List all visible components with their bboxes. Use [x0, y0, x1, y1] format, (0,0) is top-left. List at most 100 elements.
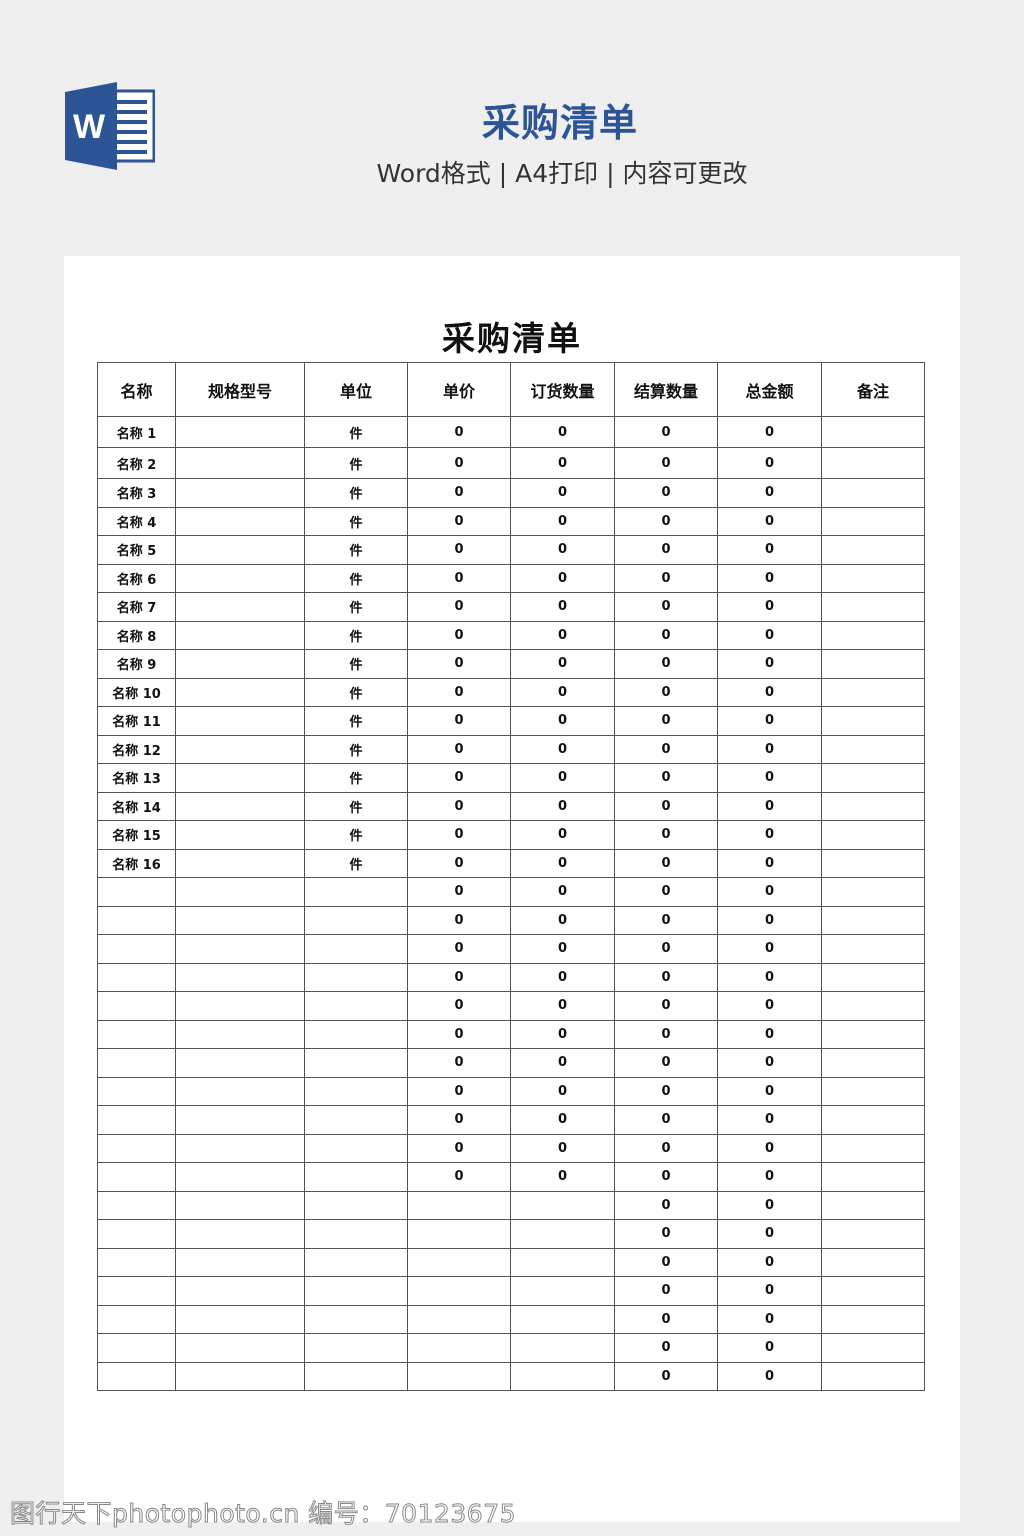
cell-name: 名称 13	[97, 763, 176, 793]
cell-remarks	[821, 620, 925, 650]
cell-name	[97, 1304, 176, 1334]
cell-remarks	[821, 447, 925, 479]
cell-remarks	[821, 934, 925, 964]
cell-spec	[175, 1333, 305, 1363]
cell-total-amount: 0	[717, 1219, 822, 1249]
cell-unit-price: 0	[407, 877, 511, 907]
cell-order-qty: 0	[510, 506, 615, 536]
cell-total-amount: 0	[717, 1076, 822, 1106]
cell-name: 名称 2	[97, 447, 176, 479]
cell-name	[97, 1048, 176, 1078]
table-row: 名称 13 件 0 0 0 0	[97, 763, 925, 793]
cell-total-amount: 0	[717, 506, 822, 536]
cell-remarks	[821, 1133, 925, 1163]
cell-unit-price: 0	[407, 1048, 511, 1078]
cell-remarks	[821, 563, 925, 593]
cell-remarks	[821, 820, 925, 850]
banner-title: 采购清单	[481, 101, 638, 145]
cell-unit-price: 0	[407, 1076, 511, 1106]
cell-remarks	[821, 1190, 925, 1220]
cell-spec	[175, 447, 305, 479]
cell-name: 名称 1	[97, 416, 176, 448]
cell-order-qty: 0	[510, 934, 615, 964]
cell-settle-qty: 0	[614, 1276, 718, 1306]
cell-unit	[304, 1133, 408, 1163]
cell-remarks	[821, 991, 925, 1021]
cell-unit	[304, 1076, 408, 1106]
cell-unit-price: 0	[407, 592, 511, 622]
cell-total-amount: 0	[717, 1190, 822, 1220]
cell-order-qty: 0	[510, 820, 615, 850]
cell-name	[97, 991, 176, 1021]
cell-unit	[304, 1304, 408, 1334]
cell-name	[97, 1190, 176, 1220]
svg-text:W: W	[73, 108, 106, 146]
cell-unit: 件	[304, 706, 408, 736]
cell-unit-price: 0	[407, 1019, 511, 1049]
cell-total-amount: 0	[717, 1048, 822, 1078]
table-row: 名称 10 件 0 0 0 0	[97, 677, 925, 707]
cell-order-qty	[510, 1361, 615, 1391]
cell-settle-qty: 0	[614, 649, 718, 679]
cell-total-amount: 0	[717, 1133, 822, 1163]
cell-name	[97, 1162, 176, 1192]
cell-name: 名称 7	[97, 592, 176, 622]
cell-spec	[175, 1162, 305, 1192]
column-header-total-amount: 总金额	[717, 362, 822, 417]
cell-name: 名称 10	[97, 677, 176, 707]
cell-total-amount: 0	[717, 1247, 822, 1277]
cell-order-qty: 0	[510, 563, 615, 593]
cell-order-qty: 0	[510, 763, 615, 793]
cell-unit	[304, 1190, 408, 1220]
cell-unit-price: 0	[407, 991, 511, 1021]
cell-unit-price: 0	[407, 649, 511, 679]
cell-settle-qty: 0	[614, 991, 718, 1021]
cell-remarks	[821, 1247, 925, 1277]
cell-unit-price: 0	[407, 934, 511, 964]
cell-total-amount: 0	[717, 677, 822, 707]
cell-name: 名称 6	[97, 563, 176, 593]
cell-name: 名称 8	[97, 620, 176, 650]
cell-unit-price: 0	[407, 535, 511, 565]
cell-total-amount: 0	[717, 649, 822, 679]
cell-unit-price: 0	[407, 1162, 511, 1192]
cell-spec	[175, 1048, 305, 1078]
cell-unit-price	[407, 1247, 511, 1277]
cell-spec	[175, 1361, 305, 1391]
column-header-order-qty: 订货数量	[510, 362, 615, 417]
cell-unit-price: 0	[407, 1105, 511, 1135]
cell-name: 名称 16	[97, 848, 176, 878]
cell-unit	[304, 877, 408, 907]
cell-remarks	[821, 1019, 925, 1049]
cell-settle-qty: 0	[614, 416, 718, 448]
cell-total-amount: 0	[717, 535, 822, 565]
cell-unit: 件	[304, 649, 408, 679]
cell-spec	[175, 1105, 305, 1135]
cell-settle-qty: 0	[614, 506, 718, 536]
cell-settle-qty: 0	[614, 592, 718, 622]
cell-remarks	[821, 592, 925, 622]
cell-unit-price: 0	[407, 763, 511, 793]
cell-unit: 件	[304, 563, 408, 593]
cell-order-qty: 0	[510, 848, 615, 878]
cell-total-amount: 0	[717, 848, 822, 878]
cell-remarks	[821, 791, 925, 821]
cell-settle-qty: 0	[614, 1076, 718, 1106]
cell-order-qty: 0	[510, 734, 615, 764]
cell-total-amount: 0	[717, 563, 822, 593]
cell-remarks	[821, 677, 925, 707]
cell-unit: 件	[304, 677, 408, 707]
cell-unit-price	[407, 1333, 511, 1363]
cell-unit-price: 0	[407, 563, 511, 593]
